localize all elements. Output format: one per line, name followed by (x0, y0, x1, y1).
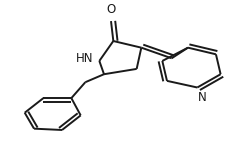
Text: O: O (106, 3, 116, 16)
Text: N: N (198, 91, 206, 105)
Text: HN: HN (76, 52, 93, 65)
